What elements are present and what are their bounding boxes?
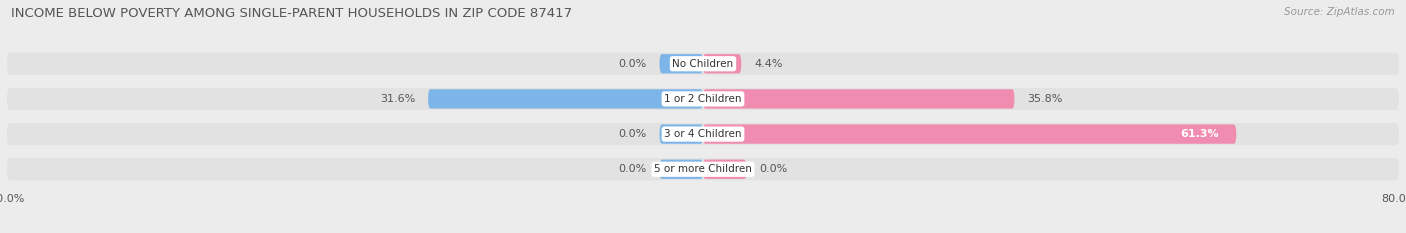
Text: 61.3%: 61.3%	[1180, 129, 1219, 139]
FancyBboxPatch shape	[703, 124, 1236, 144]
FancyBboxPatch shape	[659, 160, 703, 179]
Text: INCOME BELOW POVERTY AMONG SINGLE-PARENT HOUSEHOLDS IN ZIP CODE 87417: INCOME BELOW POVERTY AMONG SINGLE-PARENT…	[11, 7, 572, 20]
FancyBboxPatch shape	[703, 54, 741, 73]
Text: 4.4%: 4.4%	[755, 59, 783, 69]
Text: Source: ZipAtlas.com: Source: ZipAtlas.com	[1284, 7, 1395, 17]
FancyBboxPatch shape	[659, 54, 703, 73]
FancyBboxPatch shape	[7, 88, 1399, 110]
Text: 0.0%: 0.0%	[619, 164, 647, 174]
FancyBboxPatch shape	[659, 124, 703, 144]
Text: 3 or 4 Children: 3 or 4 Children	[664, 129, 742, 139]
FancyBboxPatch shape	[7, 158, 1399, 180]
FancyBboxPatch shape	[703, 160, 747, 179]
Text: 1 or 2 Children: 1 or 2 Children	[664, 94, 742, 104]
Text: 31.6%: 31.6%	[380, 94, 415, 104]
Text: 5 or more Children: 5 or more Children	[654, 164, 752, 174]
Text: 0.0%: 0.0%	[619, 129, 647, 139]
FancyBboxPatch shape	[7, 53, 1399, 75]
Text: 0.0%: 0.0%	[759, 164, 787, 174]
FancyBboxPatch shape	[7, 123, 1399, 145]
FancyBboxPatch shape	[427, 89, 703, 109]
Text: 35.8%: 35.8%	[1028, 94, 1063, 104]
Text: No Children: No Children	[672, 59, 734, 69]
FancyBboxPatch shape	[703, 89, 1015, 109]
Text: 0.0%: 0.0%	[619, 59, 647, 69]
